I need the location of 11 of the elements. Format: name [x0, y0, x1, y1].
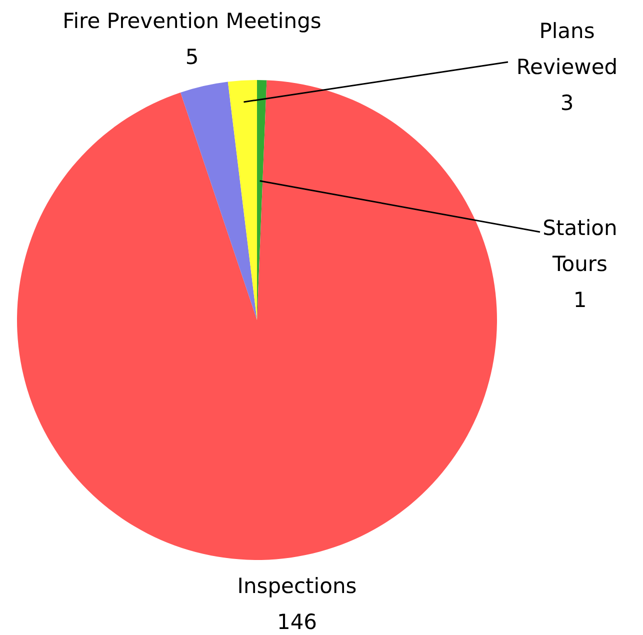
data-label: 1 — [573, 288, 587, 312]
slice-label: Inspections — [237, 574, 357, 598]
slice-label: Fire Prevention Meetings — [62, 9, 322, 33]
data-label: 3 — [560, 91, 574, 115]
pie-slice — [228, 80, 257, 320]
data-label: 5 — [185, 45, 199, 69]
pie-slice — [17, 80, 497, 560]
data-label: 146 — [276, 610, 318, 634]
pie-slice — [180, 82, 257, 320]
slice-label: Station Tours — [542, 216, 618, 276]
slice-label: Plans Reviewed — [516, 19, 618, 79]
